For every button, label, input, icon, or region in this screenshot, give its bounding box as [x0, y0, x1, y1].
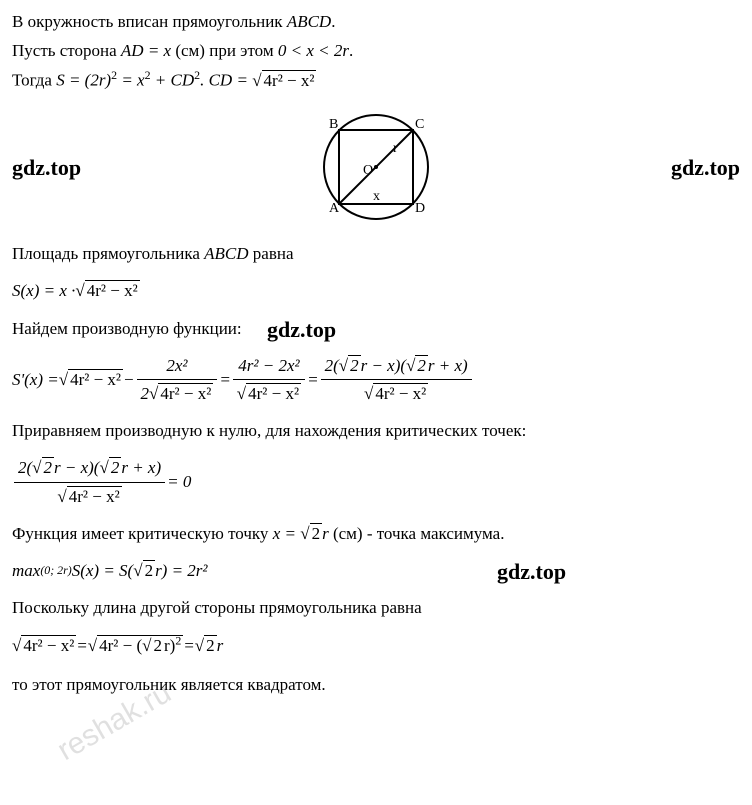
label-x: x: [373, 189, 380, 204]
watermark-3: gdz.top: [267, 312, 336, 347]
sqrt: 4r² − x²: [75, 277, 139, 304]
sqrt-content: 4r² − x²: [262, 70, 317, 90]
numerator: 2(2r − x)(2r + x): [321, 352, 472, 380]
text-line-4: Площадь прямоугольника ABCD равна: [12, 240, 740, 267]
text: Функция имеет критическую точку: [12, 524, 273, 543]
math: S = (2r): [56, 71, 111, 90]
math: ABCD: [287, 12, 331, 31]
math: max: [12, 557, 40, 584]
watermark-4: gdz.top: [497, 554, 566, 589]
text: (см) при этом: [171, 41, 278, 60]
sqrt: 4r² − x²: [252, 67, 316, 94]
denominator: 4r² − x²: [233, 380, 305, 407]
eq: = 0: [167, 468, 191, 495]
math: r: [322, 524, 329, 543]
text: то этот прямоугольник является квадратом…: [12, 675, 326, 694]
denominator: 4r² − x²: [321, 380, 472, 407]
math: S'(x) =: [12, 366, 59, 393]
sqrt: 4r² − x²: [149, 380, 213, 407]
eq: =: [76, 632, 87, 659]
numerator: 2x²: [137, 352, 218, 380]
formula-side: 4r² − x² = 4r² − (2r)2 = 2r: [12, 631, 740, 659]
sqrt: 4r² − (2r)2: [88, 631, 183, 659]
text: равна: [249, 244, 294, 263]
math: S(x) = x ·: [12, 277, 75, 304]
sqrt: 4r² − x²: [364, 380, 428, 407]
numerator: 4r² − 2x²: [233, 352, 305, 380]
math: S(x) = S(: [72, 557, 134, 584]
sqrt: 2: [142, 632, 164, 659]
text: Тогда: [12, 71, 56, 90]
text-line-8: Поскольку длина другой стороны прямоугол…: [12, 594, 740, 621]
formula-max: max(0; 2r)S(x) = S(2r) = 2r² gdz.top: [12, 557, 740, 584]
math: + CD: [151, 71, 195, 90]
label-d: D: [415, 201, 425, 216]
watermark-2: gdz.top: [671, 150, 740, 185]
text: Найдем производную функции:: [12, 319, 242, 338]
diagram-row: gdz.top A B C D O r x gdz.top: [12, 102, 740, 232]
page-content: reshak.ru В окружность вписан прямоуголь…: [12, 8, 740, 698]
denominator: 4r² − x²: [14, 483, 165, 510]
sqrt-content: 4r² − x²: [68, 369, 123, 389]
sqrt: 4r² − x²: [12, 632, 76, 659]
formula-zero: 2(2r − x)(2r + x) 4r² − x² = 0: [12, 454, 740, 509]
math: r) = 2r²: [155, 557, 207, 584]
sub: (0; 2r): [40, 561, 71, 580]
text-line-9: то этот прямоугольник является квадратом…: [12, 671, 740, 698]
label-b: B: [329, 117, 338, 132]
denominator: 24r² − x²: [137, 380, 218, 407]
text-line-6: Приравняем производную к нулю, для нахож…: [12, 417, 740, 444]
math: = x: [117, 71, 145, 90]
math: . CD =: [200, 71, 252, 90]
sqrt: 2: [133, 557, 155, 584]
label-a: A: [329, 201, 340, 216]
watermark-1: gdz.top: [12, 150, 81, 185]
sqrt: 2: [99, 454, 121, 481]
text: Поскольку длина другой стороны прямоугол…: [12, 598, 422, 617]
sqrt: 2: [300, 520, 322, 547]
text-line-3: Тогда S = (2r)2 = x2 + CD2. CD = 4r² − x…: [12, 66, 740, 94]
sqrt: 4r² − x²: [237, 380, 301, 407]
text-line-2: Пусть сторона AD = x (см) при этом 0 < x…: [12, 37, 740, 64]
text-line-5: Найдем производную функции: gdz.top: [12, 315, 740, 342]
math: x =: [273, 524, 301, 543]
fraction: 2(2r − x)(2r + x) 4r² − x²: [14, 454, 165, 509]
text: Площадь прямоугольника: [12, 244, 204, 263]
label-r: r: [393, 141, 398, 156]
text: (см) - точка максимума.: [329, 524, 505, 543]
sqrt: 2: [32, 454, 54, 481]
label-o: O: [363, 163, 373, 178]
label-c: C: [415, 117, 424, 132]
text: .: [331, 12, 335, 31]
formula-derivative: S'(x) = 4r² − x² − 2x² 24r² − x² = 4r² −…: [12, 352, 740, 407]
eq: =: [183, 632, 194, 659]
text-line-1: В окружность вписан прямоугольник ABCD.: [12, 8, 740, 35]
sqrt: 2: [195, 632, 217, 659]
geometry-diagram: A B C D O r x: [301, 102, 451, 232]
math: AD = x: [121, 41, 171, 60]
sqrt-content: 4r² − x²: [85, 280, 140, 300]
formula-sx: S(x) = x · 4r² − x²: [12, 277, 740, 304]
math: ABCD: [204, 244, 248, 263]
sqrt: 2: [406, 352, 428, 379]
text: Приравняем производную к нулю, для нахож…: [12, 421, 526, 440]
fraction: 2x² 24r² − x²: [137, 352, 218, 407]
fraction: 4r² − 2x² 4r² − x²: [233, 352, 305, 407]
sqrt: 4r² − x²: [57, 483, 121, 510]
math: 0 < x < 2r: [278, 41, 349, 60]
sqrt: 2: [339, 352, 361, 379]
eq: =: [307, 366, 318, 393]
numerator: 2(2r − x)(2r + x): [14, 454, 165, 482]
text-line-7: Функция имеет критическую точку x = 2r (…: [12, 520, 740, 547]
text: .: [349, 41, 353, 60]
text: В окружность вписан прямоугольник: [12, 12, 287, 31]
diagram-svg: A B C D O r x: [301, 102, 451, 232]
sqrt: 4r² − x²: [59, 366, 123, 393]
eq: =: [219, 366, 230, 393]
fraction: 2(2r − x)(2r + x) 4r² − x²: [321, 352, 472, 407]
math: −: [123, 366, 134, 393]
text: Пусть сторона: [12, 41, 121, 60]
